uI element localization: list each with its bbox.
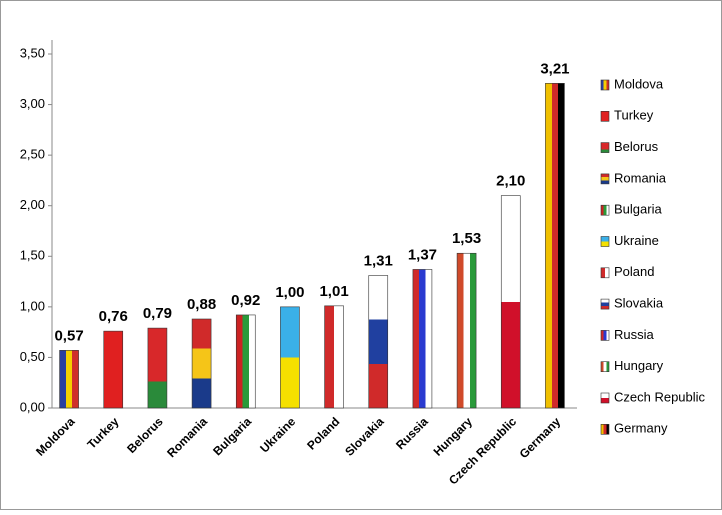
legend-swatch: [600, 142, 610, 153]
y-tick-label: 2,50: [20, 147, 45, 162]
y-tick-label: 1,50: [20, 248, 45, 263]
legend-label: Slovakia: [614, 296, 664, 311]
bar: [324, 305, 344, 409]
bar: [235, 314, 256, 409]
value-label: 2,10: [496, 173, 525, 190]
legend-label: Moldova: [614, 76, 664, 91]
value-label: 0,76: [99, 308, 128, 325]
legend-swatch: [600, 236, 610, 247]
y-tick-label: 3,00: [20, 96, 45, 111]
bar: [103, 330, 124, 409]
bar: [59, 350, 79, 409]
bar: [147, 327, 168, 409]
value-label: 0,88: [187, 296, 216, 313]
legend-label: Ukraine: [614, 233, 659, 248]
value-label: 1,37: [408, 246, 437, 263]
legend-label: Germany: [614, 421, 668, 436]
bar: [456, 252, 477, 409]
legend-swatch: [600, 79, 610, 91]
value-label: 0,92: [231, 292, 260, 309]
legend-label: Romania: [614, 170, 667, 185]
legend-swatch: [600, 423, 610, 435]
legend-label: Russia: [614, 327, 655, 342]
y-tick-label: 0,00: [20, 399, 45, 414]
legend-swatch: [600, 330, 610, 341]
legend-swatch: [600, 204, 610, 216]
value-label: 3,21: [540, 60, 569, 77]
legend-swatch: [600, 267, 610, 279]
value-label: 1,31: [364, 252, 393, 269]
y-tick-label: 2,00: [20, 197, 45, 212]
y-tick-label: 3,50: [20, 45, 45, 60]
value-label: 1,53: [452, 230, 481, 247]
bar: [545, 83, 565, 409]
value-label: 1,00: [275, 284, 304, 301]
bar: [500, 195, 521, 409]
value-label: 1,01: [319, 283, 348, 300]
legend-label: Poland: [614, 264, 654, 279]
value-label: 0,79: [143, 305, 172, 322]
bar: [280, 306, 300, 409]
legend-swatch: [600, 298, 610, 310]
legend-label: Belorus: [614, 139, 659, 154]
y-tick-label: 1,00: [20, 298, 45, 313]
y-tick-label: 0,50: [20, 349, 45, 364]
legend-label: Czech Republic: [614, 389, 706, 404]
legend-swatch: [600, 361, 610, 373]
bar: [191, 318, 212, 409]
legend-swatch: [600, 392, 610, 404]
legend-label: Turkey: [614, 108, 654, 123]
legend-swatch: [600, 111, 610, 122]
bar: [368, 275, 389, 409]
bar: [412, 269, 433, 409]
legend-swatch: [600, 173, 610, 185]
legend-label: Hungary: [614, 358, 664, 373]
legend-label: Bulgaria: [614, 202, 662, 217]
value-label: 0,57: [54, 327, 83, 344]
